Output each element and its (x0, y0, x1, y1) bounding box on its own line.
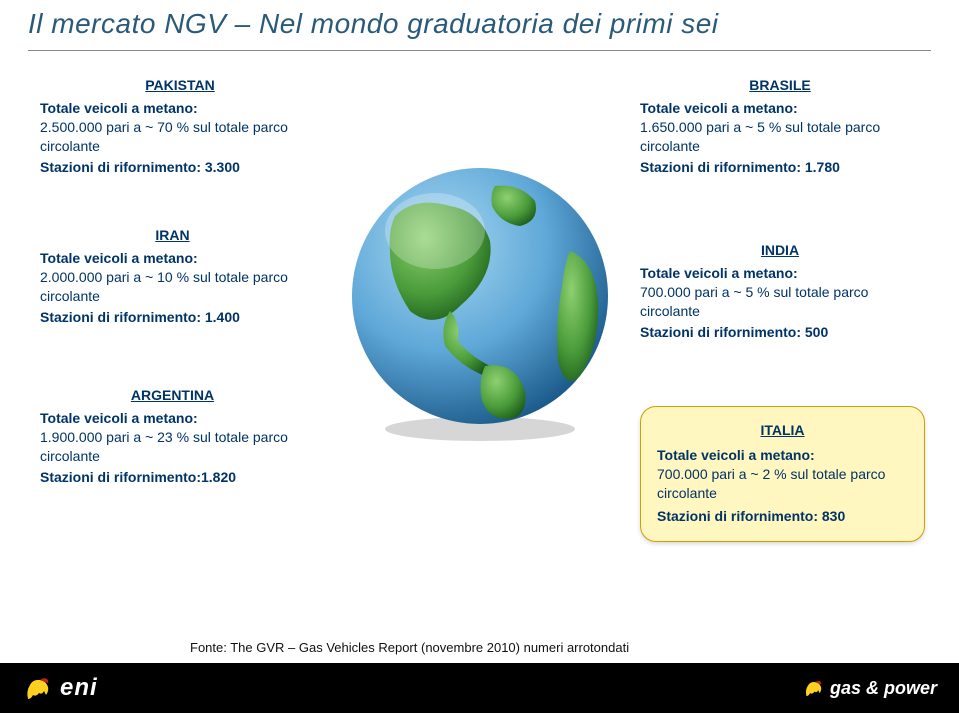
vehicles-value: 2.000.000 pari a ~ 10 % sul totale parco… (40, 268, 305, 306)
country-name: ITALIA (657, 421, 908, 440)
country-card-argentina: ARGENTINA Totale veicoli a metano: 1.900… (40, 386, 305, 486)
footer: eni gas & power (0, 663, 959, 713)
country-card-iran: IRAN Totale veicoli a metano: 2.000.000 … (40, 226, 305, 326)
country-name: IRAN (40, 226, 305, 245)
vehicles-value: 700.000 pari a ~ 2 % sul totale parco ci… (657, 465, 908, 503)
page-title: Il mercato NGV – Nel mondo graduatoria d… (0, 0, 959, 40)
vehicles-value: 1.900.000 pari a ~ 23 % sul totale parco… (40, 428, 305, 466)
country-name: BRASILE (640, 76, 920, 95)
eni-dog-icon (22, 673, 52, 703)
country-card-pakistan: PAKISTAN Totale veicoli a metano: 2.500.… (40, 76, 320, 176)
footnote: Fonte: The GVR – Gas Vehicles Report (no… (190, 640, 629, 655)
vehicles-label: Totale veicoli a metano: (640, 99, 920, 118)
stations-value: Stazioni di rifornimento: 3.300 (40, 158, 320, 177)
stations-value: Stazioni di rifornimento: 1.400 (40, 308, 305, 327)
country-card-brasile: BRASILE Totale veicoli a metano: 1.650.0… (640, 76, 920, 176)
eni-logo: eni (22, 673, 98, 703)
country-name: ARGENTINA (40, 386, 305, 405)
country-name: PAKISTAN (40, 76, 320, 95)
country-card-india: INDIA Totale veicoli a metano: 700.000 p… (640, 241, 920, 341)
vehicles-label: Totale veicoli a metano: (40, 409, 305, 428)
eni-text: eni (60, 674, 98, 702)
content-area: PAKISTAN Totale veicoli a metano: 2.500.… (0, 51, 959, 611)
stations-value: Stazioni di rifornimento:1.820 (40, 468, 305, 487)
country-card-italia: ITALIA Totale veicoli a metano: 700.000 … (640, 406, 925, 542)
country-name: INDIA (640, 241, 920, 260)
vehicles-label: Totale veicoli a metano: (640, 264, 920, 283)
vehicles-label: Totale veicoli a metano: (657, 446, 908, 465)
vehicles-value: 2.500.000 pari a ~ 70 % sul totale parco… (40, 118, 320, 156)
vehicles-label: Totale veicoli a metano: (40, 249, 305, 268)
eni-dog-small-icon (802, 677, 824, 699)
vehicles-value: 1.650.000 pari a ~ 5 % sul totale parco … (640, 118, 920, 156)
stations-value: Stazioni di rifornimento: 500 (640, 323, 920, 342)
gas-power-logo: gas & power (802, 677, 937, 699)
stations-value: Stazioni di rifornimento: 1.780 (640, 158, 920, 177)
stations-value: Stazioni di rifornimento: 830 (657, 507, 908, 526)
globe-icon (340, 161, 620, 441)
gas-power-text: gas & power (830, 678, 937, 699)
vehicles-value: 700.000 pari a ~ 5 % sul totale parco ci… (640, 283, 920, 321)
vehicles-label: Totale veicoli a metano: (40, 99, 320, 118)
